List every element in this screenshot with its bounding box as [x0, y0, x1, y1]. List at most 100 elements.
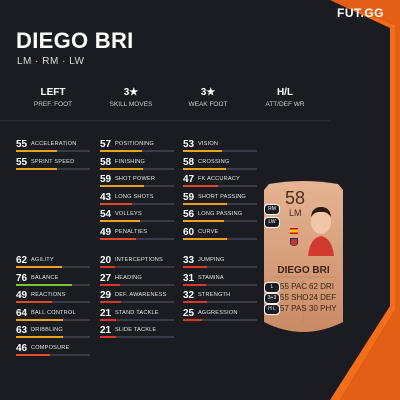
divider: [0, 120, 330, 121]
stat-row: 27 HEADING: [100, 273, 174, 289]
stat-bar-fill: [100, 220, 140, 223]
card-stat-label: DEF: [320, 293, 337, 302]
brand-logo[interactable]: FUT.GG: [337, 6, 384, 20]
card-workrate-pill: H L: [264, 304, 280, 315]
stat-row: 58 FINISHING: [100, 157, 174, 173]
player-photo-icon: [308, 207, 334, 256]
stat-label: SHOT POWER: [115, 176, 156, 183]
stat-bar-fill: [183, 167, 226, 170]
stat-value: 49: [16, 290, 28, 302]
card-stat-value: 24: [309, 293, 318, 302]
stat-label: CROSSING: [198, 158, 230, 165]
player-card[interactable]: 58 LM RM LW DIEGO BRI L 3+3 H L 55 PAC 6…: [261, 180, 346, 340]
card-stat-label: DRI: [320, 282, 334, 291]
card-stat-value: 55: [280, 282, 289, 291]
stat-bar: [183, 202, 257, 205]
stat-value: 27: [100, 272, 112, 284]
card-skills-pill: 3+3: [264, 293, 280, 304]
stat-bar-fill: [16, 301, 53, 304]
stat-row: 53 VISION: [183, 139, 257, 155]
stat-label: BALL CONTROL: [31, 309, 76, 316]
stat-label: COMPOSURE: [31, 345, 70, 351]
stat-bar-fill: [100, 301, 122, 304]
stat-value: 53: [183, 139, 195, 150]
player-positions: LM · RM · LW: [17, 56, 85, 67]
stat-bar-fill: [16, 318, 64, 321]
stat-bar-fill: [100, 266, 115, 268]
skill-moves: 3★ SKILL MOVES: [86, 87, 176, 108]
club-badge-icon: [290, 238, 298, 246]
stat-row: 49 PENALTIES: [100, 227, 174, 243]
stat-label: STAMINA: [198, 274, 224, 281]
stat-label: PENALTIES: [115, 229, 148, 235]
stat-label: FINISHING: [115, 158, 146, 165]
work-rates-value: H/L: [276, 87, 294, 98]
stat-row: 64 BALL CONTROL: [16, 308, 90, 324]
stat-bar-fill: [100, 336, 116, 339]
card-stat-pas: 57 PAS: [280, 304, 307, 313]
stat-value: 47: [183, 174, 195, 186]
stat-label: LONG PASSING: [198, 211, 243, 218]
stat-label: LONG SHOTS: [115, 193, 154, 200]
stat-row: 33 JUMPING: [183, 255, 257, 271]
card-stat-value: 57: [280, 304, 289, 313]
card-stat-label: PAC: [291, 282, 307, 291]
stat-value: 20: [100, 255, 112, 266]
stat-value: 58: [183, 156, 195, 168]
preferred-foot-value: LEFT: [40, 87, 66, 98]
stat-label: REACTIONS: [31, 292, 66, 299]
stat-value: 55: [16, 156, 28, 168]
stat-bar: [16, 354, 90, 356]
stat-bar: [183, 220, 257, 223]
stat-bar: [183, 283, 257, 286]
stat-row: 29 DEF. AWARENESS: [100, 290, 174, 306]
card-position: LM: [289, 208, 302, 218]
stat-row: 58 CROSSING: [183, 157, 257, 173]
stat-row: 59 SHORT PASSING: [183, 192, 257, 208]
stat-bar: [16, 266, 90, 268]
work-rates-label: ATT/DEF WR: [265, 101, 305, 108]
stat-label: ACCELERATION: [31, 141, 77, 147]
stat-row: 57 POSITIONING: [100, 139, 174, 155]
stat-bar-fill: [183, 318, 202, 321]
weak-foot: 3★ WEAK FOOT: [163, 87, 253, 108]
skill-moves-value: 3★: [123, 87, 139, 98]
stat-row: 54 VOLLEYS: [100, 209, 174, 225]
stat-row: 32 STRENGTH: [183, 290, 257, 306]
stat-bar: [100, 266, 174, 268]
stat-bar: [100, 202, 174, 205]
stat-bar: [100, 220, 174, 223]
alt-position-pill: RM: [264, 204, 280, 215]
stat-bar-fill: [16, 336, 63, 339]
stat-value: 60: [183, 227, 195, 238]
stat-bar: [16, 301, 90, 304]
stat-bar: [183, 318, 257, 321]
stat-label: VISION: [198, 141, 219, 147]
stat-row: 60 CURVE: [183, 227, 257, 243]
stat-value: 21: [100, 325, 112, 337]
stat-bar: [183, 301, 257, 304]
stat-bar: [16, 318, 90, 321]
stat-bar-fill: [183, 185, 218, 188]
stat-bar-fill: [183, 202, 227, 205]
player-name: DIEGO BRI: [16, 28, 134, 53]
stat-bar-fill: [183, 150, 223, 152]
stat-bar: [100, 238, 174, 240]
stat-value: 58: [100, 156, 112, 168]
stat-bar-fill: [16, 167, 57, 170]
stat-bar: [100, 150, 174, 152]
stat-value: 59: [183, 191, 195, 203]
stat-label: DRIBBLING: [31, 327, 63, 334]
alt-position-pill: LW: [264, 217, 280, 228]
stat-bar-fill: [183, 266, 208, 268]
stat-bar-fill: [100, 318, 116, 321]
stat-row: 63 DRIBBLING: [16, 325, 90, 341]
stat-bar-fill: [100, 185, 144, 188]
card-stat-pac: 55 PAC: [280, 282, 307, 291]
card-player-name: DIEGO BRI: [277, 265, 330, 276]
stat-bar: [100, 336, 174, 339]
card-stat-phy: 30 PHY: [309, 304, 337, 313]
stat-row: 21 STAND TACKLE: [100, 308, 174, 324]
stat-label: SHORT PASSING: [198, 193, 246, 200]
stat-bar: [16, 336, 90, 339]
